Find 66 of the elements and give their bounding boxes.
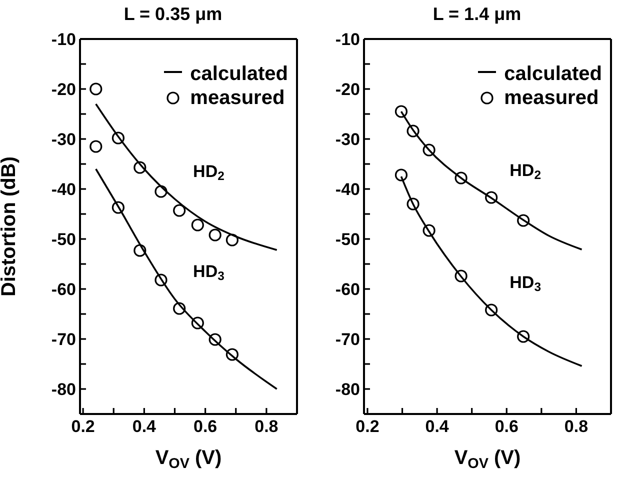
point (90, 140, 102, 153)
y-tick-label: -80 (51, 380, 76, 400)
point (394, 168, 408, 182)
point (208, 333, 222, 346)
y-tick-label: -70 (51, 330, 76, 350)
point (454, 172, 468, 184)
point (226, 234, 239, 246)
x-axis-title: V$_{OV}$ (V) (155, 447, 222, 472)
point (173, 302, 186, 315)
y-tick-label: -10 (335, 30, 360, 50)
x-tick-label: 0.8 (254, 417, 278, 436)
point (173, 204, 186, 217)
x-tick-label: 0.4 (132, 417, 157, 436)
x-tick-label: 0.6 (494, 417, 518, 436)
point (485, 191, 498, 204)
x-tick-label: 0.6 (193, 417, 218, 436)
point (191, 316, 204, 330)
point (406, 124, 420, 138)
point (154, 185, 168, 198)
point (191, 218, 204, 232)
point (112, 201, 125, 214)
x-axis-title: V$_{OV}$ (V) (454, 447, 521, 472)
annotation: HD$_{2}$ (510, 161, 542, 182)
chart-title: L = 1.4 μm (432, 4, 522, 26)
point (517, 330, 530, 343)
point (485, 304, 498, 316)
annotation: HD$_{2}$ (193, 162, 225, 183)
y-axis-title: Distortion (dB) (0, 156, 20, 296)
y-tick-label: -40 (335, 180, 360, 200)
point (517, 214, 530, 227)
y-tick-label: -60 (335, 280, 360, 300)
x-tick-label: 0.2 (71, 417, 95, 436)
x-tick-label: 0.2 (356, 417, 380, 436)
annotation: HD$_{3}$ (510, 273, 542, 294)
y-tick-label: -30 (51, 130, 76, 150)
y-tick-label: -10 (51, 30, 76, 50)
legend-label: calculated (190, 62, 288, 86)
point (134, 244, 146, 257)
point (154, 274, 168, 286)
chart-title: L = 0.35 μm (122, 4, 224, 26)
x-tick-label: 0.4 (425, 417, 450, 436)
x-tick-label: 0.8 (564, 417, 588, 436)
legend-label: calculated (504, 62, 602, 86)
y-tick-label: -80 (335, 380, 360, 400)
point (208, 228, 222, 242)
legend-label: measured (190, 86, 285, 110)
point (422, 224, 436, 237)
y-tick-label: -20 (335, 80, 360, 100)
point (90, 82, 102, 96)
y-tick-label: -50 (51, 230, 76, 250)
y-tick-label: -70 (335, 330, 360, 350)
point (226, 348, 239, 361)
point (112, 132, 125, 144)
point (422, 144, 436, 156)
point (454, 270, 468, 282)
y-tick-label: -20 (51, 80, 76, 100)
y-tick-label: -50 (335, 230, 360, 250)
y-tick-label: -30 (335, 130, 360, 150)
point (134, 161, 146, 174)
legend-label: measured (504, 86, 599, 110)
y-tick-label: -40 (51, 180, 76, 200)
point (406, 198, 420, 210)
point (394, 105, 408, 118)
annotation: HD$_{3}$ (193, 262, 225, 283)
y-tick-label: -60 (51, 280, 76, 300)
line-series (94, 103, 278, 251)
